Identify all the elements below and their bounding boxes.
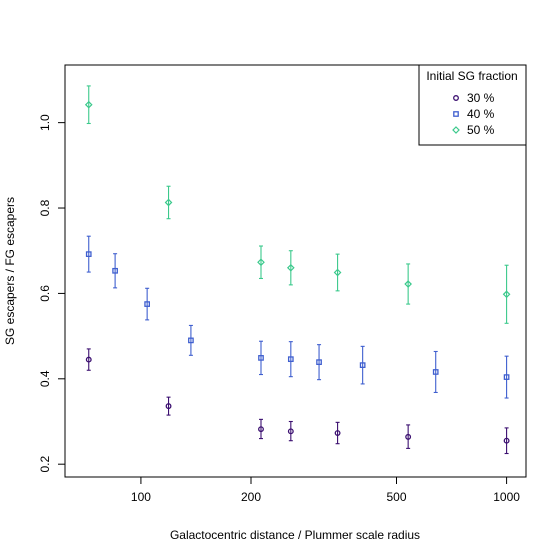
data-point xyxy=(502,290,511,299)
data-point xyxy=(333,268,342,277)
data-point xyxy=(286,263,295,272)
series-2 xyxy=(85,235,510,399)
data-point xyxy=(85,251,92,257)
data-point xyxy=(257,258,265,267)
legend: Initial SG fraction 30 % 40 % 50 % xyxy=(418,64,527,146)
data-point xyxy=(334,430,341,436)
data-point xyxy=(404,280,412,288)
data-point xyxy=(258,426,264,433)
series-1 xyxy=(85,348,510,455)
legend-marker xyxy=(453,95,459,101)
data-point xyxy=(359,362,366,368)
data-point xyxy=(258,355,264,361)
data-point xyxy=(164,198,173,207)
x-tick-label: 100 xyxy=(131,490,151,504)
y-tick-label: 1.0 xyxy=(38,114,52,131)
x-axis-label: Galactocentric distance / Plummer scale … xyxy=(170,528,420,542)
data-point xyxy=(316,359,322,366)
y-axis-label: SG escapers / FG escapers xyxy=(3,197,17,345)
data-point xyxy=(287,356,294,363)
y-tick-label: 0.8 xyxy=(38,199,52,216)
data-point xyxy=(503,437,510,444)
series-3 xyxy=(84,85,511,324)
data-point xyxy=(84,100,93,109)
data-point xyxy=(85,356,92,363)
data-point xyxy=(287,428,294,435)
y-tick-label: 0.4 xyxy=(38,370,52,387)
legend-entries: 30 % 40 % 50 % xyxy=(452,91,495,137)
data-point xyxy=(165,403,172,410)
legend-marker xyxy=(453,111,459,117)
y-tick-label: 0.2 xyxy=(38,456,52,473)
data-series xyxy=(84,85,511,455)
data-point xyxy=(503,374,510,380)
legend-label: 30 % xyxy=(467,91,495,105)
x-tick-label: 500 xyxy=(386,490,406,504)
legend-title: Initial SG fraction xyxy=(426,69,517,83)
legend-label: 40 % xyxy=(467,107,495,121)
data-point xyxy=(188,337,194,344)
data-point xyxy=(405,433,412,440)
legend-box xyxy=(418,64,527,146)
y-tick-label: 0.6 xyxy=(38,285,52,302)
data-point xyxy=(144,301,150,307)
x-axis: 100 200 500 1000 xyxy=(131,476,520,504)
data-point xyxy=(112,267,118,274)
x-tick-label: 1000 xyxy=(493,490,520,504)
legend-marker xyxy=(452,126,460,134)
x-tick-label: 200 xyxy=(241,490,261,504)
y-axis: 0.2 0.4 0.6 0.8 1.0 xyxy=(38,114,66,473)
data-point xyxy=(432,369,439,375)
legend-label: 50 % xyxy=(467,123,495,137)
